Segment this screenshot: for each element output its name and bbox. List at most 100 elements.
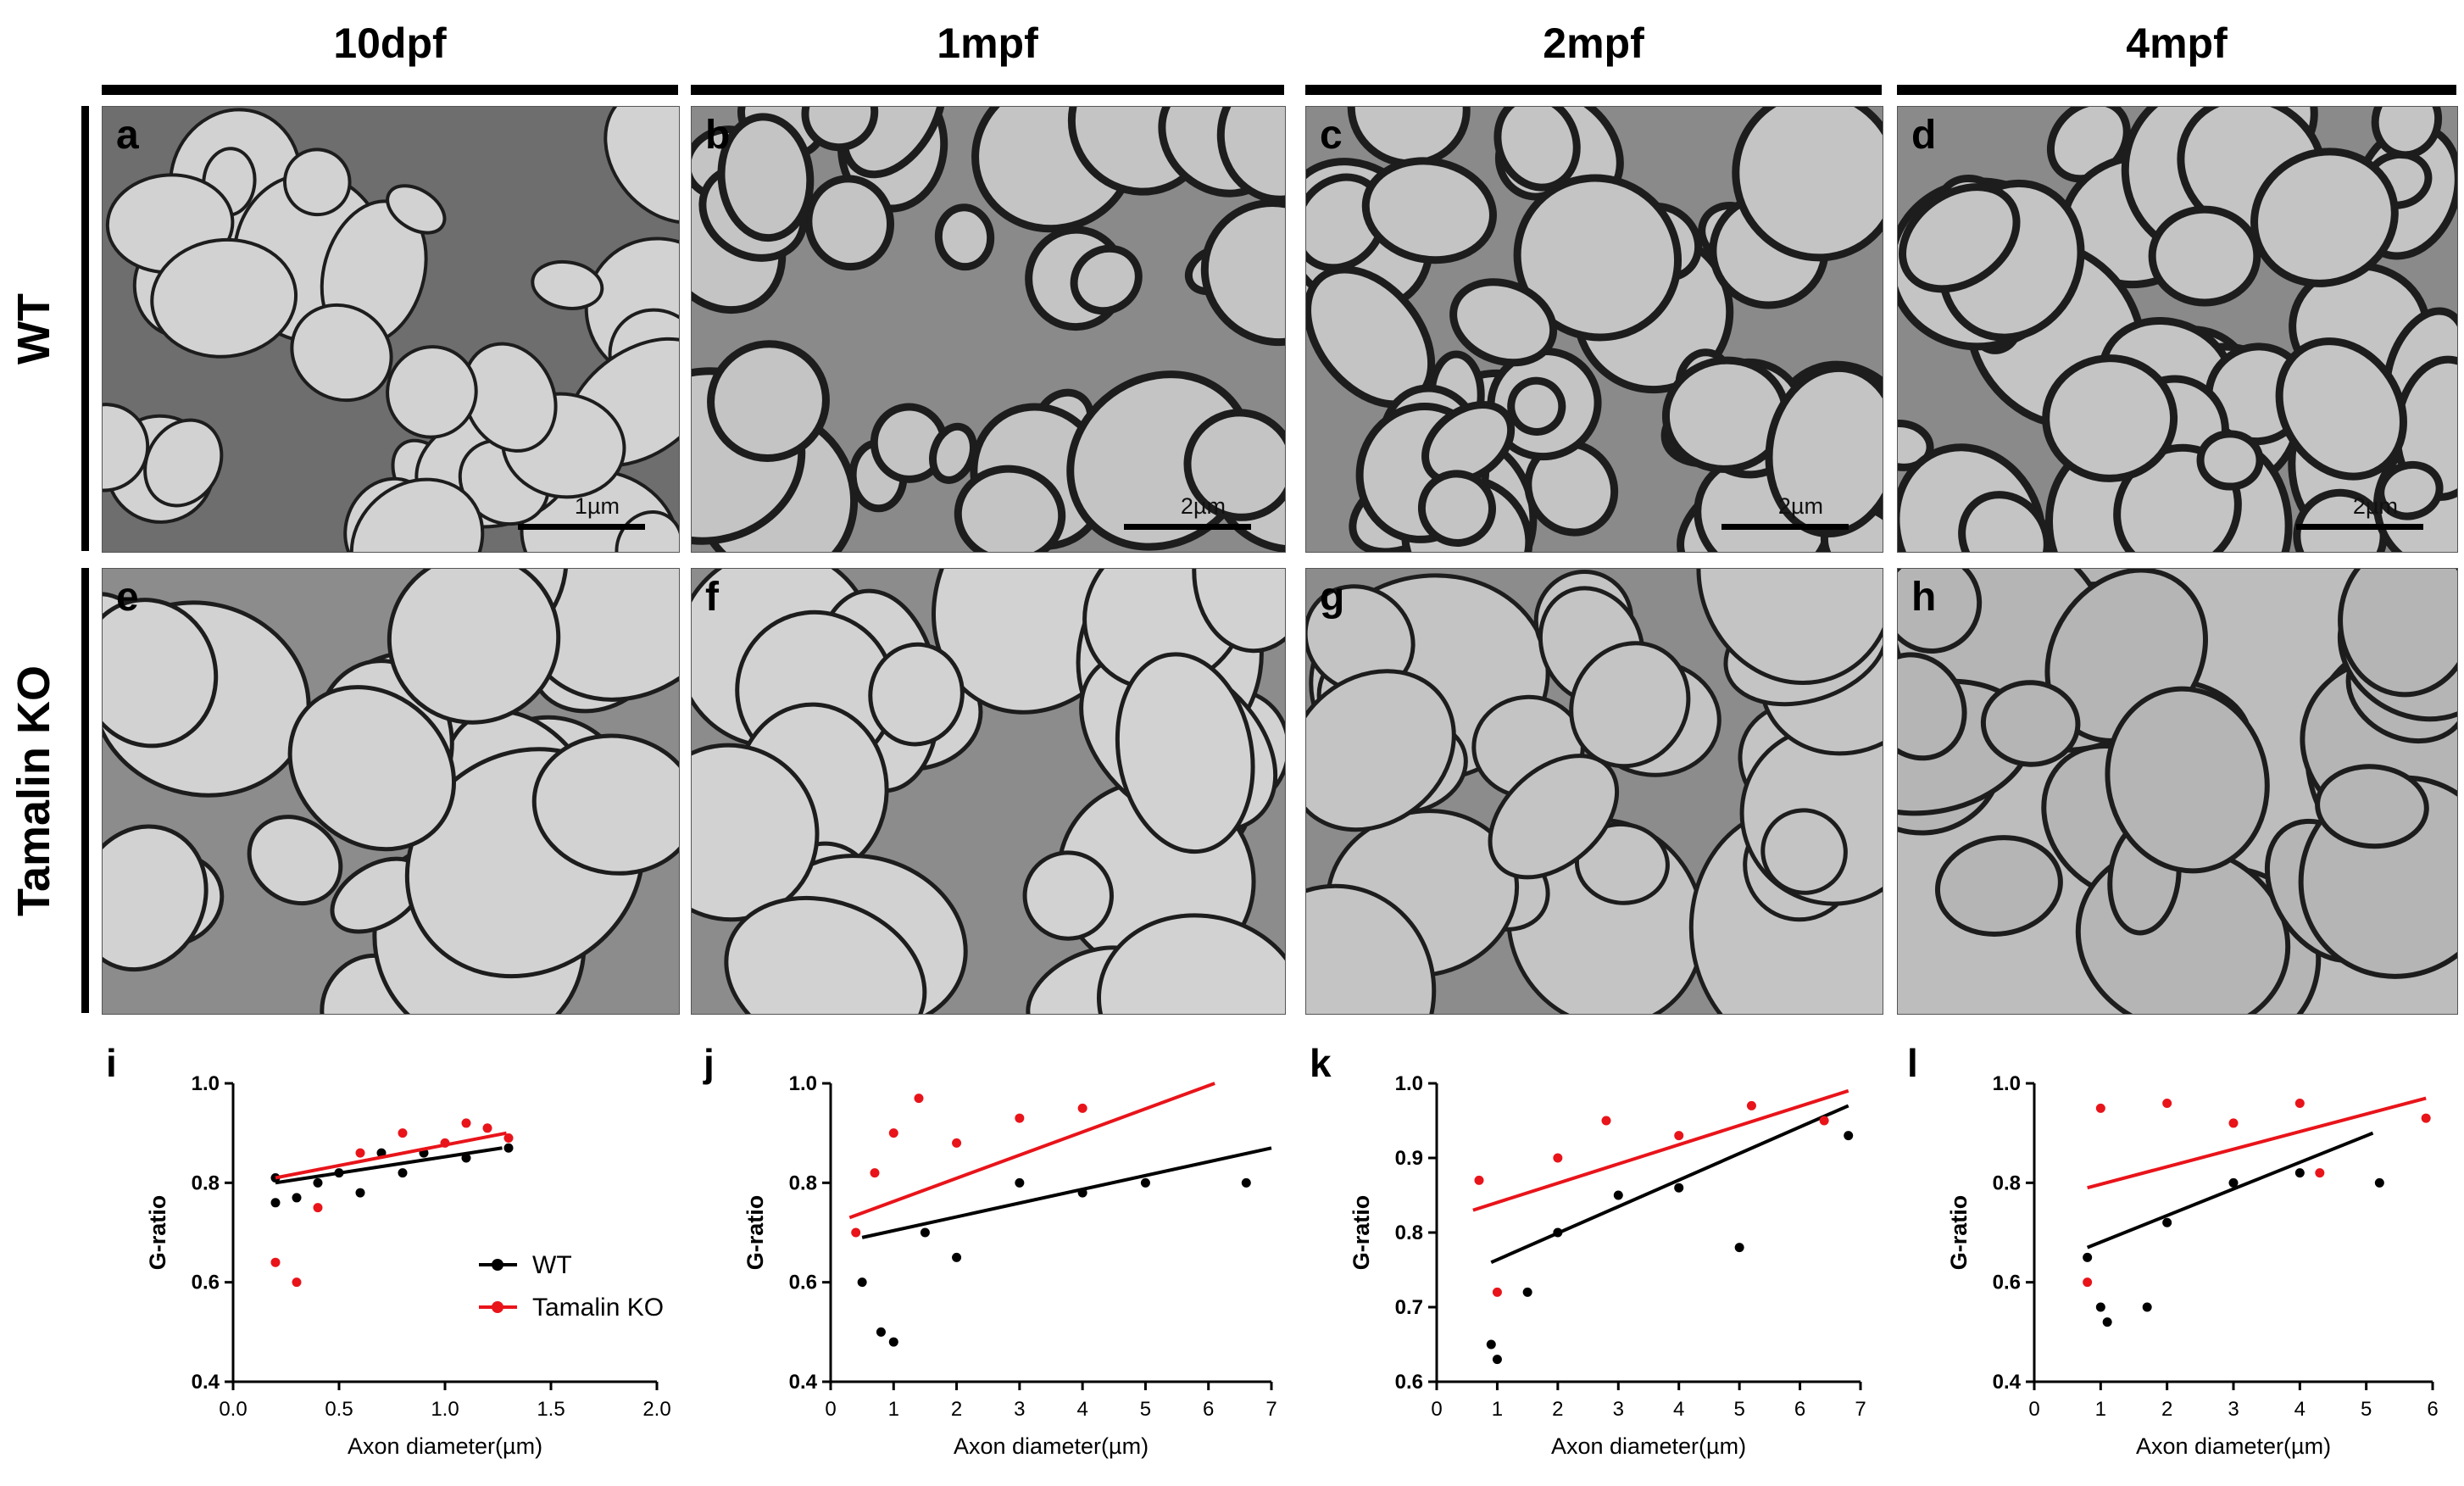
micrograph-image	[1898, 569, 2457, 1014]
x-tick-label: 4	[1076, 1398, 1087, 1421]
axon-profile	[717, 113, 815, 242]
axon-profile	[2338, 569, 2457, 698]
data-point	[1844, 1131, 1854, 1141]
plot-l: l 0 1 2 3 4 5 6 0.4 0.6 0.8 1.0 Axon diameter(µm) G-r…	[1907, 1043, 2439, 1459]
panel-letter: e	[116, 575, 139, 620]
column-title-1mpf: 1mpf	[937, 19, 1038, 67]
data-point	[952, 1138, 962, 1148]
y-tick-label: 0.9	[1395, 1147, 1423, 1170]
axon-profile	[1760, 808, 1848, 895]
em-panel-c: c 2µm	[1305, 106, 1883, 553]
data-point	[2142, 1302, 2152, 1312]
panel-letter: d	[1911, 113, 1937, 158]
plot-letter: j	[703, 1043, 715, 1085]
y-tick-label: 0.4	[789, 1371, 818, 1394]
x-tick-label: 7	[1855, 1398, 1866, 1421]
axon-profile	[2275, 337, 2407, 481]
data-point	[1522, 1287, 1532, 1297]
scale-bar-label: 2µm	[2352, 493, 2398, 519]
plot-j: j 0 1 2 3 4 5 6 7 0.4 0.6 0.8 1.0 Axon diameter(µm) G-…	[703, 1043, 1277, 1459]
axon-profile	[692, 743, 820, 922]
micrograph-image	[103, 569, 679, 1014]
axon-profile	[2250, 147, 2399, 287]
x-tick-label: 1	[2095, 1398, 2106, 1421]
x-tick-label: 1.5	[537, 1398, 565, 1421]
axon-profile	[934, 203, 995, 271]
axon-profile	[2377, 460, 2444, 520]
x-tick-label: 0	[2028, 1398, 2039, 1421]
axon-profile	[839, 107, 947, 179]
axon-profile	[531, 259, 604, 310]
data-point	[270, 1172, 281, 1183]
legend-label: WT	[532, 1251, 572, 1279]
em-panel-e: e	[102, 568, 680, 1015]
axon-profile	[103, 824, 209, 972]
y-tick-label: 0.8	[192, 1172, 220, 1194]
data-point	[2095, 1103, 2105, 1113]
axon-profile	[954, 465, 1066, 552]
axon-profile	[531, 733, 679, 876]
em-panel-d: d 2µm	[1897, 106, 2458, 553]
scale-bar	[1721, 524, 1849, 530]
x-tick-label: 6	[1203, 1398, 1214, 1421]
panel-letter: h	[1911, 575, 1937, 620]
axon-profile	[1732, 107, 1883, 262]
x-tick-label: 3	[2228, 1398, 2239, 1421]
column-bar-10dpf	[102, 85, 678, 95]
data-point	[398, 1168, 408, 1178]
data-point	[888, 1128, 898, 1138]
scale-bar-label: 2µm	[1180, 493, 1226, 519]
plot-letter: k	[1310, 1043, 1332, 1085]
fit-line	[861, 1146, 1272, 1239]
x-tick-label: 6	[1794, 1398, 1805, 1421]
axon-profile	[1696, 569, 1883, 686]
axon-profile	[143, 418, 224, 508]
axon-profile	[1306, 883, 1437, 1014]
scale-bar	[1124, 524, 1251, 530]
axon-profile	[1898, 652, 1967, 761]
axon-profile	[2196, 430, 2264, 491]
axon-profile	[386, 345, 478, 439]
axon-profile	[103, 598, 219, 749]
y-tick-label: 0.4	[192, 1371, 220, 1394]
data-point	[2228, 1177, 2239, 1188]
panel-letter: f	[705, 575, 719, 620]
axon-profile	[247, 815, 343, 906]
x-tick-label: 0	[825, 1398, 836, 1421]
axon-profile	[868, 642, 965, 747]
panel-letter: b	[705, 113, 731, 158]
x-tick-label: 5	[1733, 1398, 1744, 1421]
x-tick-label: 2	[951, 1398, 962, 1421]
row-label-wt: WT	[0, 106, 68, 551]
data-point	[870, 1168, 880, 1178]
column-title-4mpf: 4mpf	[2126, 19, 2228, 67]
data-point	[1474, 1175, 1484, 1185]
data-point	[2374, 1177, 2384, 1188]
data-point	[1674, 1183, 1684, 1193]
y-axis-label: G-ratio	[145, 1195, 170, 1271]
y-axis-label: G-ratio	[1946, 1195, 1972, 1271]
data-point	[1746, 1100, 1756, 1110]
axon-profile	[804, 175, 895, 271]
fit-line	[848, 1082, 1215, 1220]
data-point	[2315, 1168, 2325, 1178]
x-tick-label: 4	[2294, 1398, 2305, 1421]
column-bar-4mpf	[1897, 85, 2456, 95]
y-tick-label: 0.6	[1395, 1371, 1423, 1394]
data-point	[270, 1257, 281, 1267]
data-point	[461, 1118, 471, 1128]
axon-profile	[801, 107, 879, 152]
axon-profile	[1183, 409, 1285, 521]
data-point	[888, 1337, 898, 1347]
axon-profile	[1070, 244, 1143, 315]
y-tick-label: 0.8	[1395, 1222, 1423, 1244]
y-tick-label: 1.0	[789, 1072, 817, 1095]
y-tick-label: 1.0	[1395, 1072, 1423, 1095]
data-point	[313, 1203, 323, 1213]
x-tick-label: 3	[1014, 1398, 1025, 1421]
data-point	[2102, 1317, 2112, 1327]
axon-profile	[103, 403, 150, 493]
data-point	[2083, 1252, 2093, 1262]
em-panel-h: h	[1897, 568, 2458, 1015]
data-point	[1553, 1153, 1563, 1163]
